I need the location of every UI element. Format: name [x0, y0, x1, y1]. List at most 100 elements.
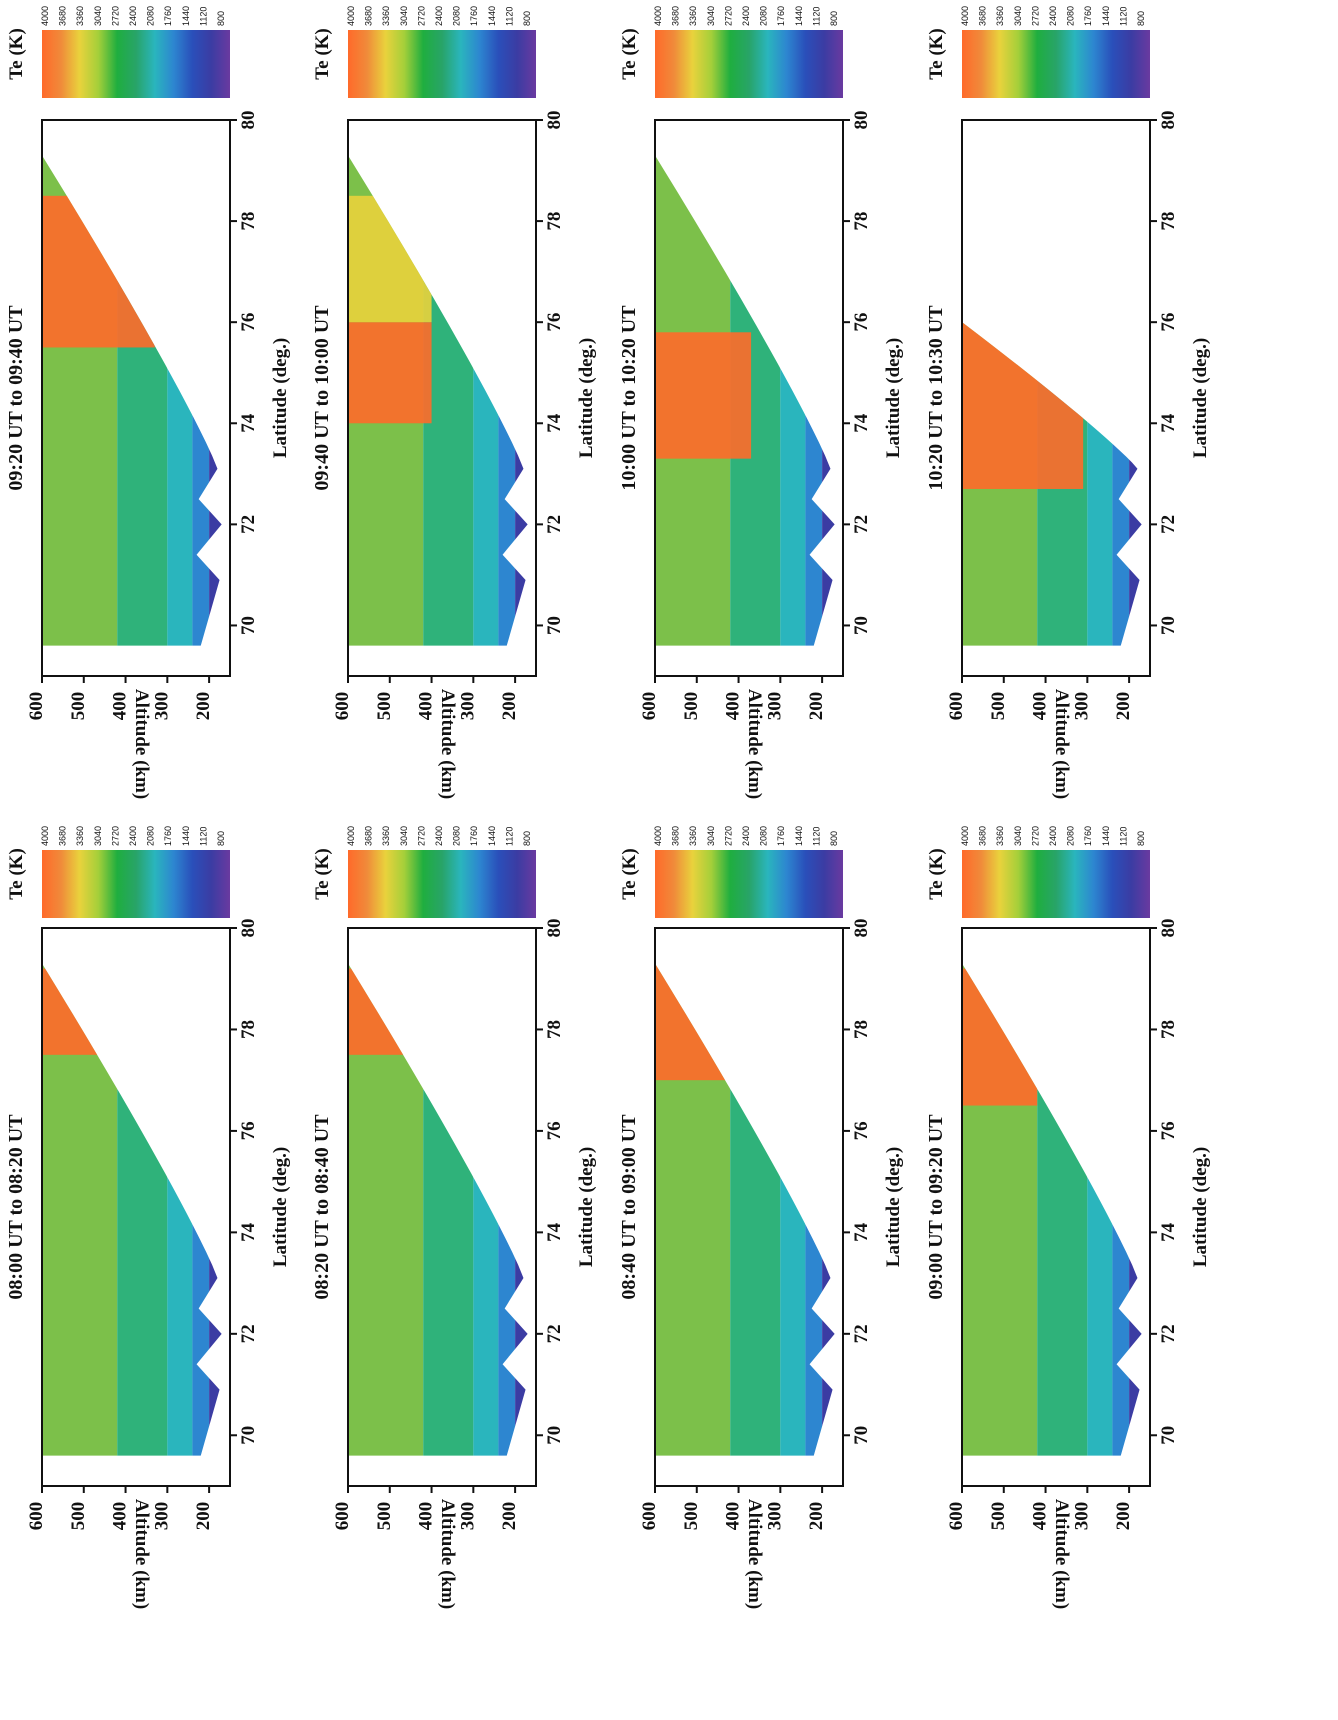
- lat-tick-label: 70: [544, 616, 565, 635]
- te-band: [515, 155, 528, 646]
- alt-tick-label: 500: [68, 1502, 89, 1531]
- panel-title: 08:20 UT to 08:40 UT: [311, 1114, 333, 1300]
- te-band: [1037, 963, 1088, 1456]
- te-field: [348, 963, 528, 1456]
- colorbar-tick-label: 1120: [198, 827, 208, 846]
- te-band: [192, 155, 210, 646]
- colorbar-tick-label: 1440: [487, 826, 497, 846]
- y-axis-label: Altitude (km): [131, 689, 152, 799]
- lat-tick-label: 70: [238, 1426, 259, 1445]
- colorbar-tick-label: 3680: [364, 826, 374, 846]
- colorbar-title: Te (K): [926, 848, 947, 900]
- colorbar-tick-label: 2080: [759, 6, 769, 26]
- lat-tick-label: 72: [238, 1324, 259, 1343]
- lat-tick-label: 78: [544, 212, 565, 231]
- te-band: [117, 963, 168, 1456]
- lat-tick-label: 72: [1158, 1324, 1179, 1343]
- colorbar-tick-label: 2080: [146, 826, 156, 846]
- lat-tick-label: 78: [238, 1020, 259, 1039]
- colorbar-tick-label: 1120: [504, 827, 514, 846]
- te-band: [1129, 322, 1142, 646]
- colorbar-tick-label: 800: [829, 11, 839, 26]
- colorbar-tick-label: 2080: [146, 6, 156, 26]
- hot-region: [962, 322, 1084, 489]
- colorbar-tick-label: 3360: [995, 6, 1005, 26]
- te-band: [498, 155, 516, 646]
- hot-region: [655, 963, 747, 1081]
- te-band: [498, 963, 516, 1456]
- lat-tick-label: 76: [238, 1121, 259, 1140]
- colorbar-tick-label: 1440: [487, 6, 497, 26]
- alt-tick-label: 300: [764, 692, 785, 721]
- te-band: [515, 963, 528, 1456]
- lat-tick-label: 70: [544, 1426, 565, 1445]
- x-axis-label: Latitude (deg.): [1190, 1147, 1211, 1267]
- colorbar-tick-label: 2400: [1048, 6, 1058, 26]
- plot-frame: [654, 119, 844, 677]
- colorbar-tick-label: 1760: [469, 6, 479, 26]
- lat-tick-label: 74: [851, 1222, 872, 1242]
- lat-tick-label: 80: [1158, 919, 1179, 938]
- y-axis-label: Altitude (km): [744, 1499, 765, 1609]
- lat-tick-label: 72: [1158, 515, 1179, 534]
- alt-tick-label: 200: [806, 692, 827, 721]
- hot-region: [655, 332, 752, 459]
- colorbar: [42, 850, 230, 918]
- colorbar-tick-label: 3360: [688, 826, 698, 846]
- alt-tick-label: 200: [1113, 692, 1134, 721]
- lat-tick-label: 74: [544, 413, 565, 433]
- te-band: [1129, 963, 1142, 1456]
- te-field: [42, 963, 222, 1456]
- alt-tick-label: 200: [193, 1502, 214, 1531]
- x-axis-label: Latitude (deg.): [576, 1147, 597, 1267]
- lat-tick-label: 74: [238, 413, 259, 433]
- lat-tick-label: 76: [544, 1121, 565, 1140]
- alt-tick-label: 400: [110, 692, 131, 721]
- te-band: [822, 155, 835, 646]
- colorbar-tick-label: 1120: [504, 7, 514, 26]
- alt-tick-label: 400: [416, 1502, 437, 1531]
- panel-2: 08:20 UT to 08:40 UT 70 72 74 76 78 80 Latitude…: [311, 826, 597, 1609]
- lat-tick-label: 72: [238, 515, 259, 534]
- colorbar-tick-label: 3040: [399, 6, 409, 26]
- panel-title: 10:00 UT to 10:20 UT: [618, 305, 640, 491]
- colorbar-tick-label: 4000: [653, 6, 663, 26]
- te-band: [209, 155, 222, 646]
- lat-tick-label: 72: [544, 515, 565, 534]
- te-band: [1087, 963, 1113, 1456]
- te-band: [167, 963, 193, 1456]
- alt-tick-label: 600: [26, 1502, 47, 1531]
- colorbar-tick-label: 2080: [452, 6, 462, 26]
- colorbar-tick-label: 3680: [671, 826, 681, 846]
- lat-tick-label: 74: [1158, 1222, 1179, 1242]
- alt-tick-label: 600: [946, 1502, 967, 1531]
- colorbar-tick-label: 1440: [181, 6, 191, 26]
- panel-title: 09:00 UT to 09:20 UT: [925, 1114, 947, 1300]
- y-axis-label: Altitude (km): [437, 689, 458, 799]
- y-axis-label: Altitude (km): [1051, 689, 1072, 799]
- colorbar: [962, 850, 1150, 918]
- colorbar-title: Te (K): [312, 28, 333, 80]
- alt-tick-label: 400: [1030, 1502, 1051, 1531]
- colorbar: [655, 30, 843, 98]
- te-band: [473, 963, 499, 1456]
- colorbar-tick-label: 2400: [741, 826, 751, 846]
- alt-tick-label: 400: [723, 692, 744, 721]
- lat-tick-label: 74: [544, 1222, 565, 1242]
- colorbar-title: Te (K): [6, 28, 27, 80]
- te-band: [805, 155, 823, 646]
- lat-tick-label: 80: [851, 919, 872, 938]
- colorbar-tick-label: 2720: [416, 826, 426, 846]
- colorbar-tick-label: 1120: [811, 7, 821, 26]
- y-axis-label: Altitude (km): [437, 1499, 458, 1609]
- colorbar-tick-label: 2720: [110, 6, 120, 26]
- te-band: [730, 963, 781, 1456]
- colorbar-tick-label: 4000: [40, 6, 50, 26]
- lat-tick-label: 72: [544, 1324, 565, 1343]
- colorbar-tick-label: 3360: [75, 6, 85, 26]
- alt-tick-label: 200: [806, 1502, 827, 1531]
- te-band: [473, 155, 499, 646]
- colorbar-tick-label: 3680: [978, 6, 988, 26]
- colorbar-tick-label: 1760: [776, 6, 786, 26]
